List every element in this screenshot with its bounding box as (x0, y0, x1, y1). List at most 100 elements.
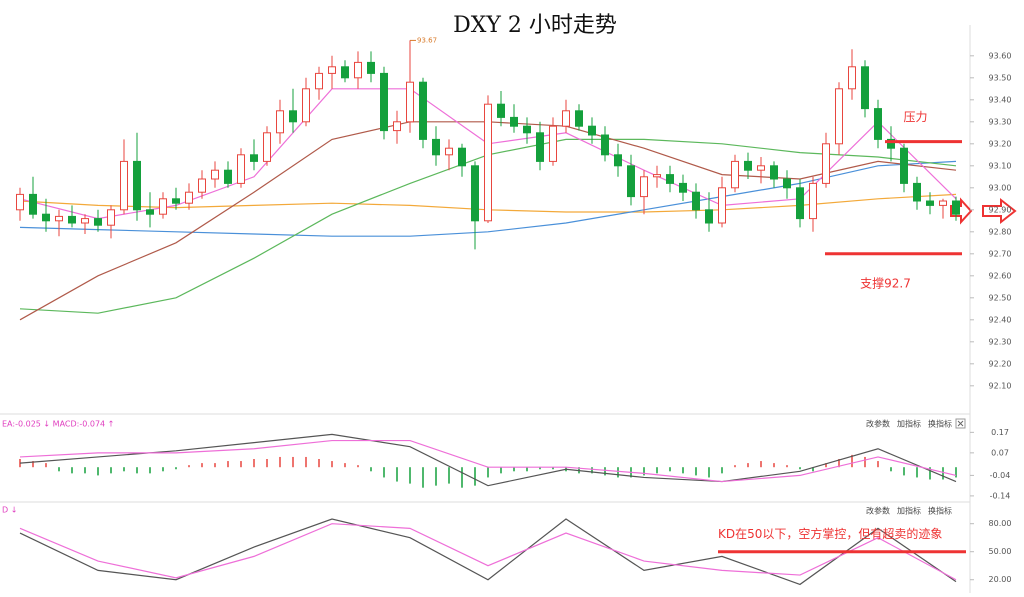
button[interactable]: 改参数 (866, 506, 890, 516)
candle-body (549, 125, 557, 162)
candle-body (16, 193, 24, 211)
candle-body (770, 165, 778, 180)
candle-body (276, 110, 284, 134)
line (19, 433, 957, 487)
button[interactable]: 加指标 (897, 506, 921, 516)
y-tick-label: 92.60 (989, 271, 1012, 280)
candle-body (887, 138, 895, 149)
candle-body (835, 88, 843, 145)
candle-body (679, 182, 687, 193)
candle-body (432, 138, 440, 156)
candle-body (237, 154, 245, 184)
candle-body (380, 72, 388, 132)
candle-body (874, 108, 882, 140)
button[interactable]: 改参数 (866, 419, 890, 429)
high-label: 93.67 (417, 36, 437, 44)
macd-label: EA:-0.025 ↓ MACD:-0.074 ↑ (2, 420, 114, 429)
level-label: 压力 (903, 110, 927, 124)
candle-body (94, 218, 102, 226)
candle-body (198, 178, 206, 193)
close-button[interactable] (955, 418, 966, 429)
candle-body (510, 116, 518, 127)
y-tick-label: 92.80 (989, 227, 1012, 236)
candle-body (81, 218, 89, 224)
y-tick-label: 0.17 (991, 428, 1009, 437)
y-tick-label: 0.07 (991, 448, 1009, 457)
candle-body (484, 103, 492, 222)
arrow-icon (982, 197, 1017, 225)
candle-body (627, 165, 635, 198)
candle-body (224, 169, 232, 184)
candle-body (900, 147, 908, 184)
candle-body (783, 178, 791, 189)
level-label: 支撑92.7 (860, 275, 911, 290)
candle-body (354, 61, 362, 79)
y-tick-label: 92.70 (989, 249, 1012, 258)
candle-body (861, 66, 869, 110)
line (19, 439, 957, 483)
candle-body (757, 165, 765, 171)
y-tick-label: 50.00 (989, 547, 1012, 556)
button[interactable]: 加指标 (897, 419, 921, 429)
candle-body (614, 154, 622, 167)
candle-body (926, 200, 934, 206)
candle-body (653, 174, 661, 178)
y-tick-label: 20.00 (989, 575, 1012, 584)
y-tick-label: -0.14 (990, 491, 1011, 500)
candle-body (185, 191, 193, 204)
line (19, 518, 957, 586)
chart-title: DXY 2 小时走势 (453, 13, 617, 38)
candle-body (42, 213, 50, 222)
candle-body (341, 66, 349, 79)
candle-body (419, 81, 427, 140)
candle-body (107, 209, 115, 226)
y-tick-label: -0.04 (990, 471, 1011, 480)
candle-body (120, 160, 128, 211)
candle-body (172, 198, 180, 204)
y-tick-label: 92.50 (989, 293, 1012, 302)
candle-body (848, 66, 856, 90)
candle-body (289, 110, 297, 123)
candle-body (497, 103, 505, 118)
candle-body (211, 169, 219, 180)
kd-label: D ↓ (2, 506, 17, 515)
y-tick-label: 93.10 (989, 161, 1012, 170)
y-tick-label: 93.40 (989, 95, 1012, 104)
candle-body (809, 182, 817, 220)
line (19, 523, 957, 581)
y-tick-label: 80.00 (989, 519, 1012, 528)
candle-body (471, 165, 479, 222)
candle-body (458, 147, 466, 167)
candle-body (744, 160, 752, 171)
y-tick-label: 93.00 (989, 183, 1012, 192)
candle-body (406, 81, 414, 123)
candle-body (159, 198, 167, 215)
y-tick-label: 92.20 (989, 359, 1012, 368)
candle-body (146, 209, 154, 215)
candle-body (692, 191, 700, 211)
candle-body (445, 147, 453, 156)
candle-body (367, 61, 375, 74)
button[interactable]: 换指标 (928, 419, 952, 429)
y-tick-label: 93.30 (989, 117, 1012, 126)
candle-body (263, 132, 271, 162)
candle-body (523, 125, 531, 134)
arrow-icon (950, 197, 973, 225)
candle-body (705, 209, 713, 224)
candle-body (640, 176, 648, 198)
candle-body (29, 193, 37, 215)
y-tick-label: 93.60 (989, 51, 1012, 60)
y-tick-label: 92.30 (989, 337, 1012, 346)
button[interactable]: 换指标 (928, 506, 952, 516)
y-tick-label: 92.40 (989, 315, 1012, 324)
candle-body (133, 160, 141, 211)
candle-body (315, 72, 323, 90)
annotation: KD在50以下，空方掌控，但有超卖的迹象 (718, 526, 942, 541)
candle-body (822, 143, 830, 184)
candle-body (731, 160, 739, 189)
candle-body (601, 134, 609, 156)
candle-body (913, 182, 921, 202)
candle-body (328, 66, 336, 74)
candle-body (939, 200, 947, 206)
y-tick-label: 93.20 (989, 139, 1012, 148)
